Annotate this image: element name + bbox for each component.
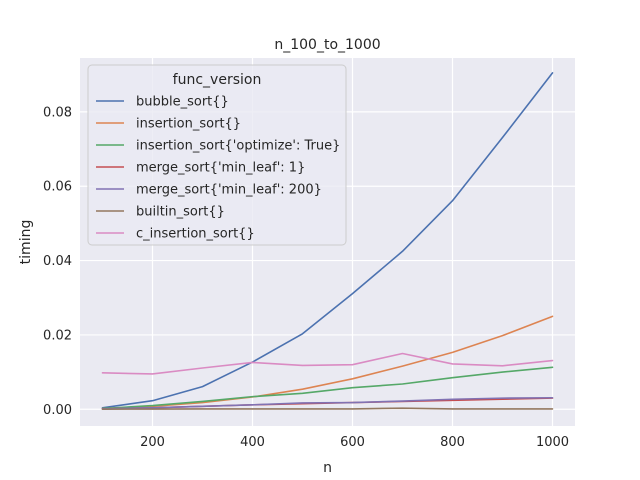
series-line-6 [101, 352, 554, 375]
legend-entry: c_insertion_sort{} [136, 227, 255, 242]
x-axis-ticks: 200 400 600 800 1000 [140, 435, 569, 450]
legend-entry: builtin_sort{} [136, 205, 225, 220]
series-line-4 [101, 396, 554, 410]
legend-entry: merge_sort{'min_leaf': 1} [136, 161, 305, 176]
legend-entry: bubble_sort{} [136, 95, 229, 110]
series-line-2 [101, 366, 554, 410]
y-tick-label: 0.08 [43, 105, 72, 120]
y-tick-label: 0.00 [43, 403, 72, 418]
x-axis-label: n [323, 460, 332, 476]
series-line-1 [101, 315, 554, 410]
legend-box [87, 64, 347, 246]
x-tick-label: 200 [140, 435, 165, 450]
chart-title: n_100_to_1000 [274, 37, 380, 53]
x-tick-label: 1000 [536, 435, 569, 450]
x-tick-label: 400 [240, 435, 265, 450]
legend-entry: insertion_sort{'optimize': True} [136, 139, 340, 154]
legend-title: func_version [173, 72, 262, 88]
x-tick-label: 600 [340, 435, 365, 450]
x-tick-label: 800 [440, 435, 465, 450]
y-tick-label: 0.02 [43, 328, 72, 343]
y-axis-ticks: 0.00 0.02 0.04 0.06 0.08 [43, 105, 72, 417]
legend: func_version bubble_sort{} insertion_sort… [87, 64, 347, 246]
series-lines [101, 72, 554, 410]
y-tick-label: 0.06 [43, 180, 72, 195]
series-line-5 [101, 407, 554, 410]
legend-entry: insertion_sort{} [136, 117, 241, 132]
y-axis-label: timing [18, 220, 34, 265]
legend-items: bubble_sort{} insertion_sort{} insertion_s… [96, 95, 340, 242]
legend-entry: merge_sort{'min_leaf': 200} [136, 183, 322, 198]
series-line-0 [101, 72, 554, 409]
y-tick-label: 0.04 [43, 254, 72, 269]
